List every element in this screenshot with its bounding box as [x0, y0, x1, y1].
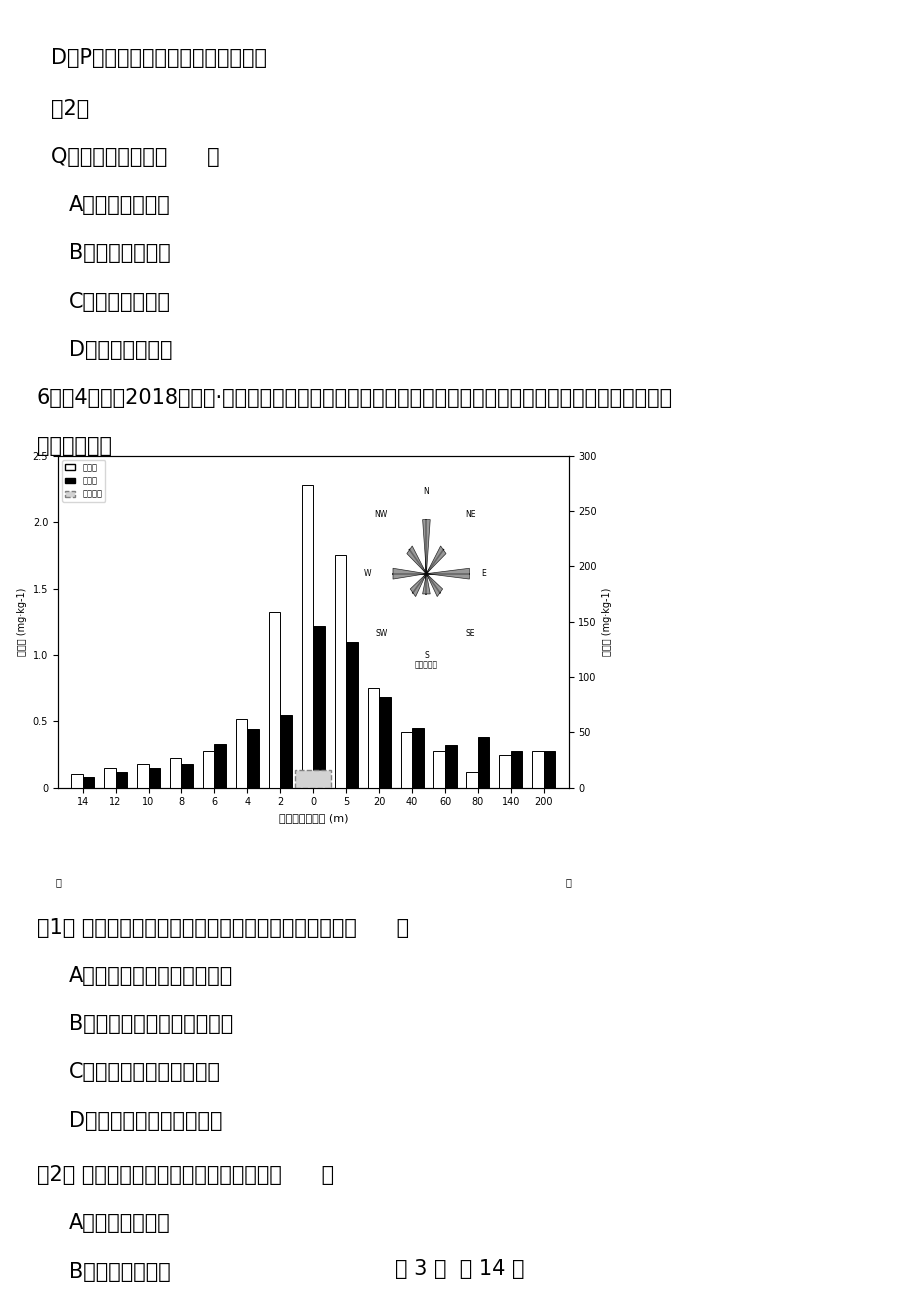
Polygon shape [426, 568, 469, 579]
Polygon shape [426, 574, 442, 596]
Bar [116, 772, 127, 788]
Text: NW: NW [374, 509, 387, 518]
Text: B．热带草原气候: B．热带草原气候 [69, 243, 171, 263]
Bar [148, 768, 160, 788]
Y-axis label: 镉浓度 (mg·kg-1): 镉浓度 (mg·kg-1) [602, 587, 612, 656]
Text: A．汽车尾气排放: A．汽车尾气排放 [69, 1213, 171, 1233]
Bar [335, 555, 346, 788]
Bar [214, 743, 226, 788]
Bar [295, 771, 331, 788]
Bar [346, 642, 357, 788]
Legend: 铅浓度, 镉浓度, 高速公路: 铅浓度, 镉浓度, 高速公路 [62, 460, 106, 501]
Bar [181, 764, 193, 788]
Text: N: N [423, 487, 429, 496]
Text: （2） 该段公路沿线土壤重金属主要来自（      ）: （2） 该段公路沿线土壤重金属主要来自（ ） [37, 1165, 334, 1185]
Bar [83, 777, 94, 788]
Bar [532, 750, 543, 788]
Text: 第 3 页  共 14 页: 第 3 页 共 14 页 [395, 1259, 524, 1279]
Bar [203, 750, 214, 788]
Polygon shape [422, 574, 430, 594]
Bar [400, 732, 412, 788]
Text: C．公路东侧含量低于西侧: C．公路东侧含量低于西侧 [69, 1062, 221, 1082]
Text: C．热带季风气候: C．热带季风气候 [69, 292, 171, 311]
Polygon shape [422, 519, 430, 574]
Bar [235, 719, 247, 788]
Bar [313, 626, 324, 788]
Bar [247, 729, 258, 788]
Bar [543, 750, 555, 788]
Polygon shape [410, 574, 426, 596]
Text: B．运输车辆泄露: B．运输车辆泄露 [69, 1262, 171, 1281]
Text: SE: SE [465, 629, 474, 638]
Bar [137, 764, 148, 788]
Text: E: E [481, 569, 485, 578]
Text: 答下列问题。: 答下列问题。 [37, 436, 112, 456]
Bar [445, 745, 456, 788]
Bar [280, 715, 291, 788]
Bar [268, 612, 280, 788]
Bar [170, 759, 181, 788]
Text: 东: 东 [565, 878, 571, 888]
Bar [478, 737, 489, 788]
Text: （2）: （2） [51, 99, 89, 118]
Text: A．热带雨林气候: A．热带雨林气候 [69, 195, 171, 215]
Bar [412, 728, 423, 788]
Text: D．热带沙漠气候: D．热带沙漠气候 [69, 340, 173, 359]
Text: 风向频率图: 风向频率图 [414, 660, 437, 669]
Y-axis label: 铅浓度 (mg·kg-1): 铅浓度 (mg·kg-1) [17, 587, 28, 656]
Bar [379, 698, 391, 788]
Bar [368, 687, 379, 788]
Text: 6．（4分）（2018高二下·连云港期末）读某段高速公路沿线土壤重金属含量空间分布及风向频率示意图，回: 6．（4分）（2018高二下·连云港期末）读某段高速公路沿线土壤重金属含量空间分… [37, 388, 672, 408]
Text: Q岛的气候类型是（      ）: Q岛的气候类型是（ ） [51, 147, 219, 167]
Text: A．距离公路越近，含量越低: A．距离公路越近，含量越低 [69, 966, 233, 986]
Text: S: S [424, 651, 428, 660]
Bar [71, 775, 83, 788]
Text: D．公路西侧呈现波状起伏: D．公路西侧呈现波状起伏 [69, 1111, 222, 1130]
Text: （1） 该段公路沿线土壤重金属含量的空间分布特点是（      ）: （1） 该段公路沿线土壤重金属含量的空间分布特点是（ ） [37, 918, 408, 937]
Text: W: W [364, 569, 371, 578]
Polygon shape [426, 546, 446, 574]
Bar [499, 754, 510, 788]
Text: SW: SW [375, 629, 387, 638]
Bar [301, 484, 313, 788]
Bar [433, 750, 445, 788]
Text: D．P处的深海沟是板块的张裂形成的: D．P处的深海沟是板块的张裂形成的 [51, 48, 267, 68]
Text: NE: NE [465, 509, 475, 518]
Bar [466, 772, 478, 788]
Bar [104, 768, 116, 788]
Polygon shape [406, 546, 426, 574]
X-axis label: 与高速公路距离 (m): 与高速公路距离 (m) [278, 812, 347, 823]
Text: B．距离公路越远，含量越低: B．距离公路越远，含量越低 [69, 1014, 233, 1034]
Polygon shape [392, 568, 426, 579]
Bar [510, 750, 522, 788]
Text: 西: 西 [55, 878, 61, 888]
